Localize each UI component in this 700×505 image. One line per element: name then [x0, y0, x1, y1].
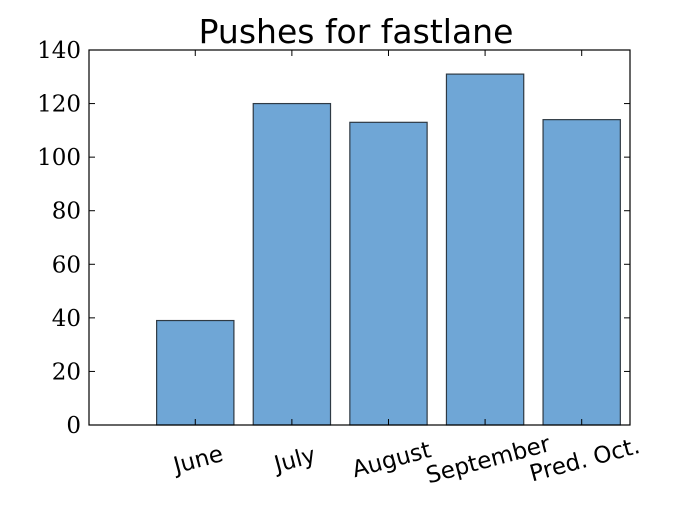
bar — [542, 119, 621, 426]
axes-layer — [88, 49, 631, 426]
y-tick-label: 60 — [52, 252, 81, 278]
plot-frame — [88, 49, 631, 426]
x-tick-label: June — [169, 441, 226, 480]
x-tick-label: August — [349, 437, 433, 483]
chart-title: Pushes for fastlane — [199, 12, 514, 51]
bars-layer — [156, 73, 621, 426]
y-tick-label: 0 — [66, 413, 81, 439]
y-tick-label: 100 — [37, 145, 81, 171]
bar — [156, 319, 235, 426]
bar — [445, 73, 525, 426]
y-axis-ticks: 0 20 40 60 80 100 120 140 — [37, 38, 630, 439]
y-tick-label: 140 — [37, 38, 81, 64]
bar — [252, 102, 332, 426]
y-tick-label: 40 — [52, 306, 81, 332]
y-tick-label: 20 — [52, 359, 81, 385]
bar — [349, 121, 428, 426]
x-tick-label: July — [270, 442, 319, 478]
y-tick-label: 80 — [52, 199, 81, 225]
y-tick-label: 120 — [37, 92, 81, 118]
